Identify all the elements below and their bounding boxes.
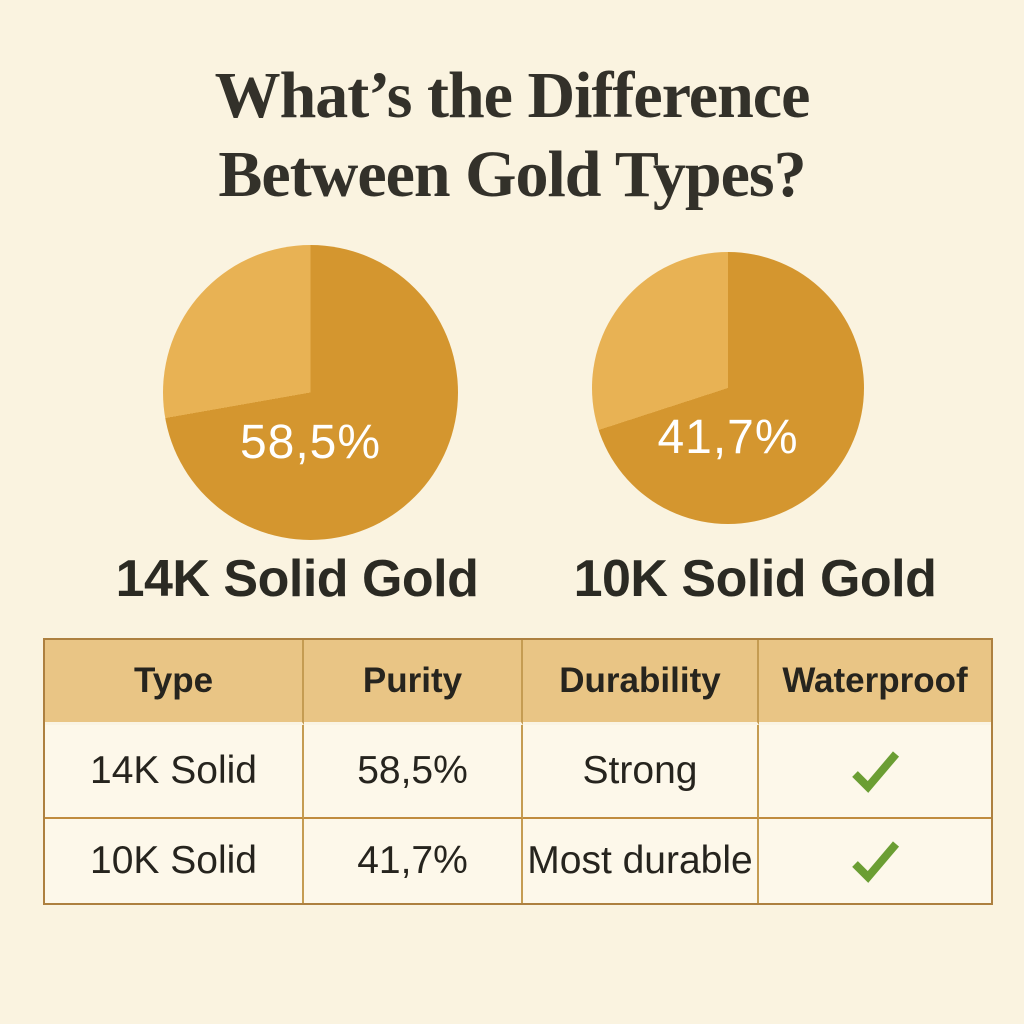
title-line-2: Between Gold Types? [218, 138, 806, 211]
pie-percentage-label-14k: 58,5% [239, 416, 382, 469]
column-header-waterproof: Waterproof [759, 640, 991, 725]
pie-caption-14k-solid-gold: 14K Solid Gold [115, 550, 479, 608]
cell-purity-10k: 41,7% [304, 819, 523, 903]
gold-comparison-table: Type Purity Durability Waterproof 14K So… [43, 638, 993, 905]
pie-caption-10k-solid-gold: 10K Solid Gold [573, 550, 937, 608]
cell-type-10k: 10K Solid [45, 819, 304, 903]
column-header-durability: Durability [523, 640, 759, 725]
cell-type-14k: 14K Solid [45, 725, 304, 819]
cell-purity-14k: 58,5% [304, 725, 523, 819]
pie-chart-10k-gold: 41,7% [592, 252, 864, 524]
pie-percentage-label-10k: 41,7% [657, 411, 799, 464]
cell-durability-10k: Most durable [523, 819, 759, 903]
pie-chart-14k-gold: 58,5% [163, 245, 458, 540]
infographic-title: What’s the Difference Between Gold Types… [0, 56, 1024, 214]
cell-durability-14k: Strong [523, 725, 759, 819]
waterproof-check-icon-10k [759, 819, 991, 903]
column-header-purity: Purity [304, 640, 523, 725]
column-header-type: Type [45, 640, 304, 725]
waterproof-check-icon-14k [759, 725, 991, 819]
title-line-1: What’s the Difference [214, 59, 811, 132]
